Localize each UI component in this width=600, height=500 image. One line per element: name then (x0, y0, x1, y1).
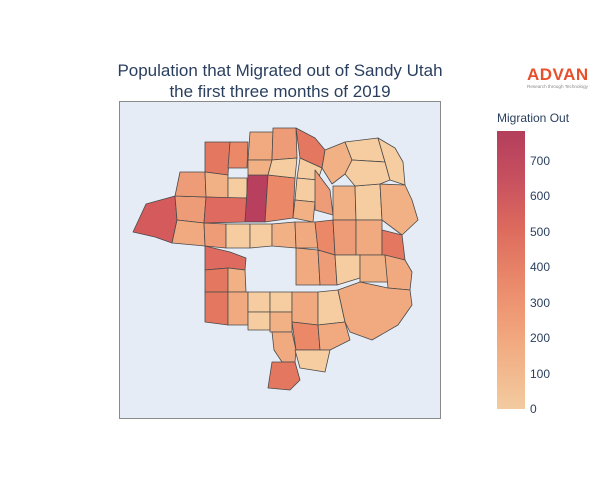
region (337, 281, 413, 341)
region (174, 171, 207, 198)
region (355, 219, 383, 256)
region (267, 157, 298, 179)
region (291, 321, 321, 351)
region (204, 141, 231, 176)
chart-title-line2: the first three months of 2019 (169, 82, 391, 101)
region (204, 245, 247, 271)
region (203, 196, 248, 224)
region (332, 219, 357, 256)
region (203, 222, 227, 249)
region (249, 223, 273, 249)
region (295, 247, 321, 286)
colorbar-tick: 700 (530, 154, 551, 168)
region (334, 254, 361, 286)
colorbar-tick: 200 (530, 331, 551, 345)
region (271, 221, 297, 249)
region (344, 159, 391, 187)
logo-name: ADVAN (527, 65, 589, 84)
region (225, 223, 251, 249)
colorbar-tick: 100 (530, 367, 551, 381)
region (247, 131, 274, 161)
region (227, 177, 248, 199)
region (227, 267, 247, 293)
region (379, 183, 419, 236)
colorbar-tick: 0 (530, 402, 537, 416)
region (247, 311, 271, 331)
advan-logo: ADVAN Research through Technology (527, 66, 597, 90)
region (359, 254, 389, 283)
region (271, 127, 298, 161)
colorbar-title: Migration Out (497, 111, 570, 125)
chart-title-line1: Population that Migrated out of Sandy Ut… (117, 61, 443, 80)
region (227, 141, 249, 169)
region (269, 291, 293, 313)
region (227, 291, 249, 326)
region (271, 331, 297, 363)
region (332, 185, 357, 221)
region (269, 311, 293, 333)
region (354, 183, 383, 221)
region-west-tract (132, 195, 178, 244)
region (317, 249, 338, 286)
chart-title: Population that Migrated out of Sandy Ut… (70, 60, 490, 102)
colorbar (497, 131, 525, 409)
logo-tagline: Research through Technology (527, 84, 588, 89)
region-peak (244, 174, 269, 223)
region (204, 171, 229, 199)
colorbar-tick: 600 (530, 189, 551, 203)
region (292, 199, 316, 223)
region (171, 219, 206, 247)
region (264, 174, 296, 223)
region (204, 267, 229, 293)
region (317, 321, 351, 351)
colorbar-tick: 300 (530, 296, 551, 310)
region (294, 177, 319, 203)
region (267, 361, 301, 391)
colorbar-tick: 400 (530, 260, 551, 274)
region (291, 291, 319, 326)
region (247, 291, 271, 313)
region (294, 349, 331, 373)
region (294, 221, 319, 249)
region (384, 254, 413, 291)
region (204, 291, 229, 326)
colorbar-tick: 500 (530, 225, 551, 239)
region (174, 195, 207, 224)
